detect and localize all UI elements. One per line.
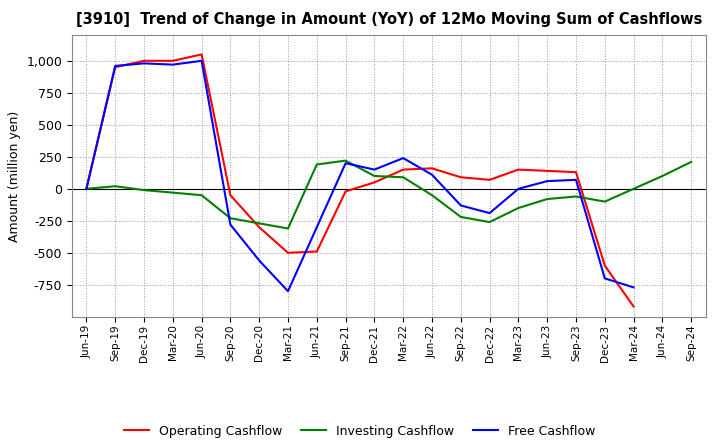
Free Cashflow (140, 61, 148, 66)
Investing Cashflow (370, 173, 379, 179)
Free Cashflow (572, 177, 580, 183)
Investing Cashflow (456, 214, 465, 220)
Investing Cashflow (284, 226, 292, 231)
Operating Cashflow (600, 263, 609, 268)
Investing Cashflow (543, 196, 552, 202)
Free Cashflow (197, 58, 206, 63)
Investing Cashflow (168, 190, 177, 195)
Operating Cashflow (197, 52, 206, 57)
Line: Free Cashflow: Free Cashflow (86, 61, 634, 291)
Investing Cashflow (629, 186, 638, 191)
Free Cashflow (600, 276, 609, 281)
Investing Cashflow (514, 205, 523, 211)
Operating Cashflow (370, 180, 379, 185)
Free Cashflow (428, 172, 436, 177)
Free Cashflow (255, 258, 264, 263)
Free Cashflow (514, 186, 523, 191)
Free Cashflow (284, 289, 292, 294)
Free Cashflow (168, 62, 177, 67)
Investing Cashflow (399, 175, 408, 180)
Legend: Operating Cashflow, Investing Cashflow, Free Cashflow: Operating Cashflow, Investing Cashflow, … (120, 420, 600, 440)
Operating Cashflow (341, 189, 350, 194)
Operating Cashflow (82, 186, 91, 191)
Investing Cashflow (140, 187, 148, 193)
Investing Cashflow (572, 194, 580, 199)
Investing Cashflow (658, 173, 667, 179)
Line: Operating Cashflow: Operating Cashflow (86, 55, 634, 307)
Free Cashflow (111, 63, 120, 69)
Investing Cashflow (341, 158, 350, 163)
Free Cashflow (543, 179, 552, 184)
Free Cashflow (226, 222, 235, 227)
Investing Cashflow (312, 162, 321, 167)
Free Cashflow (312, 224, 321, 230)
Operating Cashflow (572, 169, 580, 175)
Free Cashflow (399, 155, 408, 161)
Y-axis label: Amount (million yen): Amount (million yen) (8, 110, 21, 242)
Operating Cashflow (543, 168, 552, 173)
Operating Cashflow (629, 304, 638, 309)
Investing Cashflow (197, 193, 206, 198)
Operating Cashflow (514, 167, 523, 172)
Free Cashflow (456, 203, 465, 208)
Free Cashflow (82, 186, 91, 191)
Operating Cashflow (428, 166, 436, 171)
Investing Cashflow (428, 193, 436, 198)
Investing Cashflow (687, 159, 696, 165)
Investing Cashflow (485, 220, 494, 225)
Operating Cashflow (399, 167, 408, 172)
Operating Cashflow (284, 250, 292, 256)
Operating Cashflow (168, 58, 177, 63)
Operating Cashflow (456, 175, 465, 180)
Operating Cashflow (226, 193, 235, 198)
Investing Cashflow (82, 186, 91, 191)
Operating Cashflow (255, 224, 264, 230)
Free Cashflow (370, 167, 379, 172)
Operating Cashflow (111, 65, 120, 70)
Investing Cashflow (111, 183, 120, 189)
Title: [3910]  Trend of Change in Amount (YoY) of 12Mo Moving Sum of Cashflows: [3910] Trend of Change in Amount (YoY) o… (76, 12, 702, 27)
Operating Cashflow (312, 249, 321, 254)
Free Cashflow (485, 210, 494, 216)
Free Cashflow (629, 285, 638, 290)
Operating Cashflow (485, 177, 494, 183)
Line: Investing Cashflow: Investing Cashflow (86, 161, 691, 228)
Operating Cashflow (140, 58, 148, 63)
Free Cashflow (341, 161, 350, 166)
Investing Cashflow (255, 221, 264, 226)
Investing Cashflow (226, 216, 235, 221)
Investing Cashflow (600, 199, 609, 204)
